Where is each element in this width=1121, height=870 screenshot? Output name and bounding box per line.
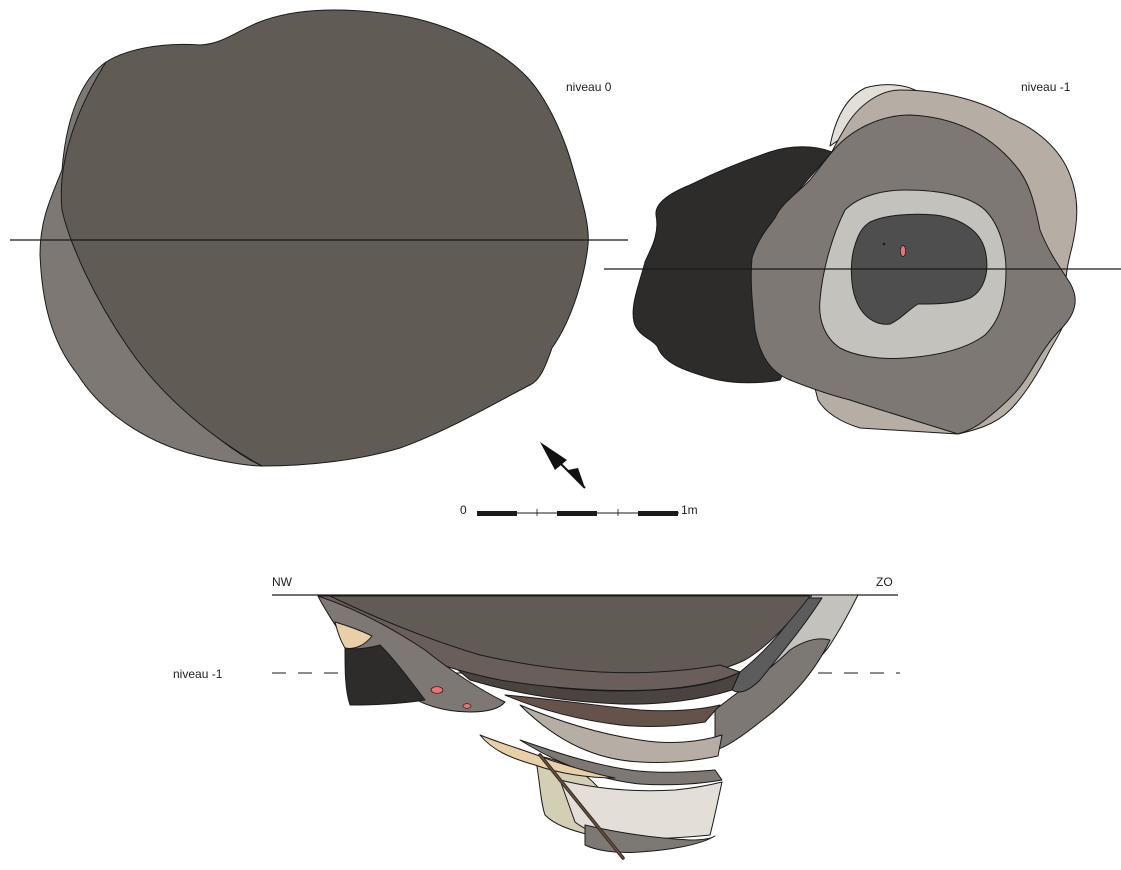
section-layer-left-sand <box>334 621 373 649</box>
section-layer-brown <box>504 694 721 727</box>
plan1-small-find <box>882 242 886 246</box>
plan-niveau-0: niveau 0 <box>10 9 628 467</box>
plan0-inner-fill <box>60 9 589 467</box>
plan1-red-find <box>900 245 906 257</box>
scale-bar: 0 1m <box>460 503 698 517</box>
section-level-label: niveau -1 <box>173 667 223 681</box>
section-nw-label: NW <box>272 575 293 589</box>
section-layer-left-charcoal <box>344 644 426 706</box>
plan1-label: niveau -1 <box>1021 80 1071 94</box>
section-profile: NW ZO niveau -1 <box>173 575 900 860</box>
north-arrow-icon <box>540 442 586 489</box>
scale-end-label: 1m <box>681 503 698 517</box>
section-layer-sand <box>479 734 616 779</box>
plan-niveau-1: niveau -1 <box>604 80 1121 435</box>
section-layer-grey-upper <box>731 597 823 693</box>
scale-start-label: 0 <box>460 503 467 517</box>
section-red-find-2 <box>462 703 472 709</box>
plan0-label: niveau 0 <box>566 80 612 94</box>
section-red-find-1 <box>430 686 444 694</box>
section-layer-beige <box>519 704 723 764</box>
section-zo-label: ZO <box>876 575 893 589</box>
